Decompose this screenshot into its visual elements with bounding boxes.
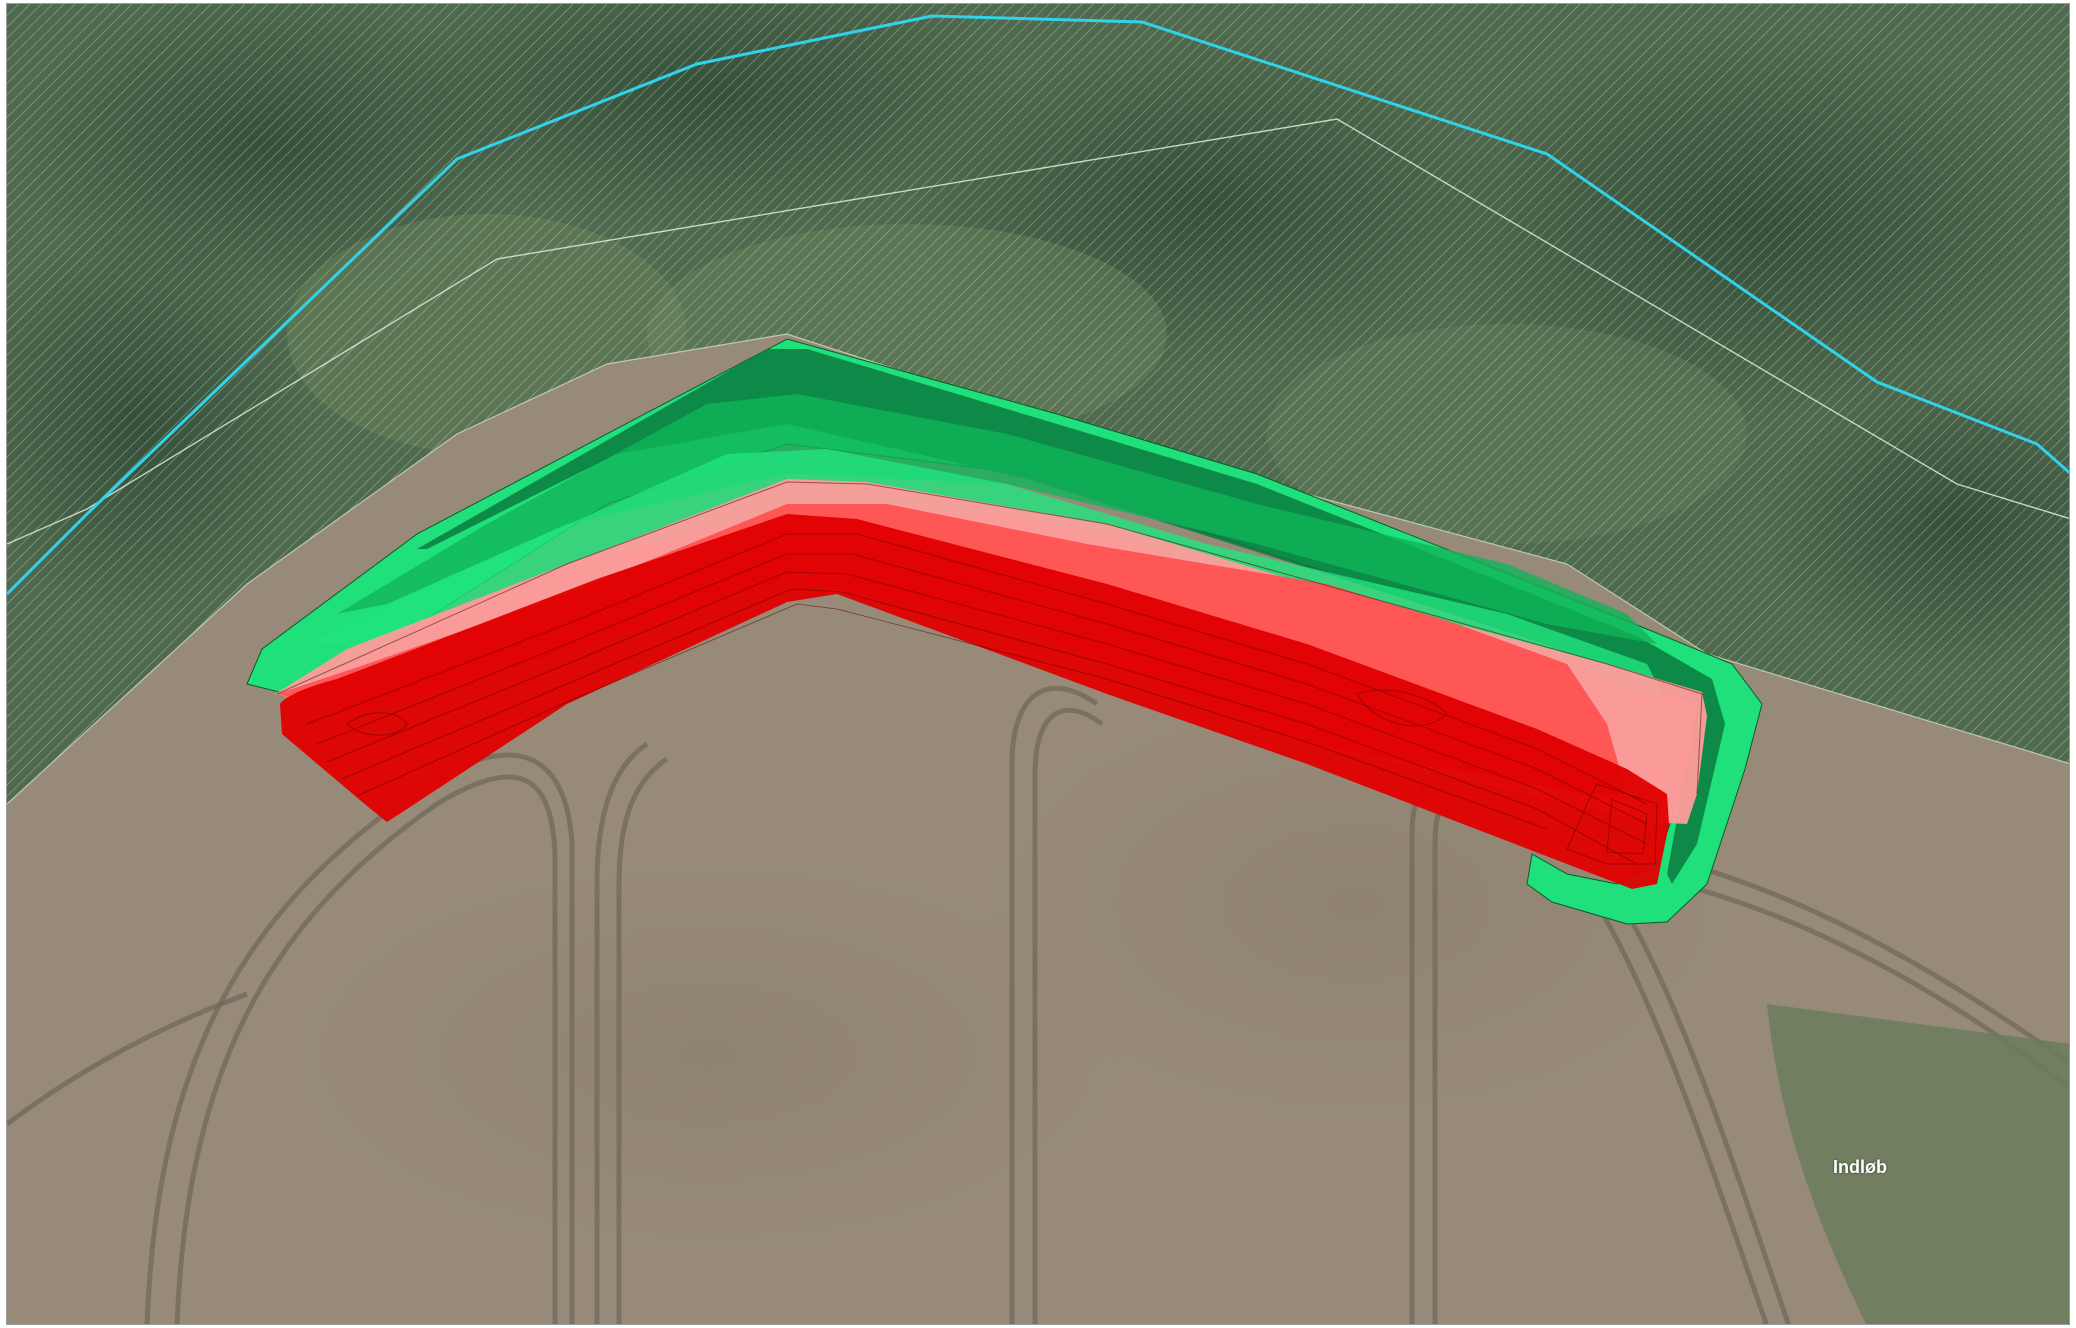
vegetation-patch — [1767, 1004, 2069, 1324]
basin-red-dark — [280, 514, 1669, 889]
map-canvas[interactable]: Indløb — [6, 3, 2070, 1325]
basin-crest-line — [276, 481, 1703, 795]
basin-green-light — [307, 449, 1667, 704]
field-texture — [287, 854, 1127, 1254]
basin-green-mid — [337, 394, 1657, 644]
aerial-map[interactable] — [7, 4, 2070, 1325]
contour-lines — [306, 533, 1658, 865]
hatched-area-edge — [7, 333, 2069, 805]
basin-polygon[interactable] — [246, 338, 1763, 925]
basin-red-layers[interactable] — [275, 479, 1707, 889]
watercourse-line — [7, 14, 2069, 596]
boundary-line — [7, 118, 2069, 545]
inlet-label: Indløb — [1833, 1157, 1887, 1177]
